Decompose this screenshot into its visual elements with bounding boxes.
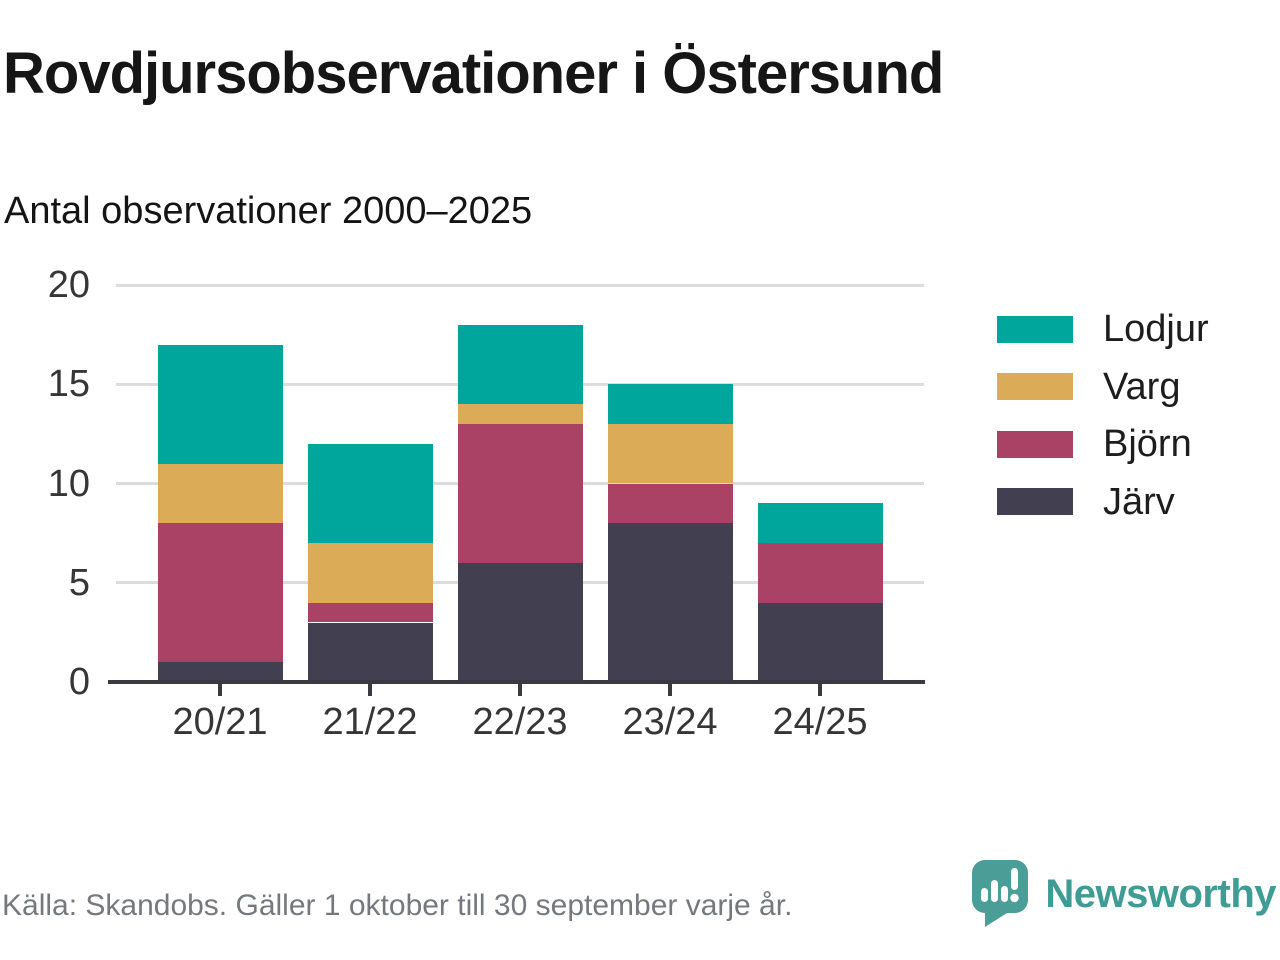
y-axis-tick-label: 20 [47, 264, 90, 306]
gridline [116, 283, 924, 287]
x-axis-tick [818, 682, 822, 696]
bar-segment-lodjur [607, 384, 733, 424]
bar-segment-jarv [307, 622, 433, 683]
bar-segment-lodjur [757, 503, 883, 544]
bar-segment-bjorn [157, 523, 283, 663]
x-axis-label: 24/25 [772, 701, 868, 743]
bar-segment-lodjur [157, 344, 283, 464]
bar-segment-bjorn [757, 543, 883, 603]
source-note: Källa: Skandobs. Gäller 1 oktober till 3… [2, 889, 793, 922]
legend-label: Varg [1103, 365, 1181, 408]
legend-item-jarv: Järv [997, 483, 1175, 521]
legend-item-varg: Varg [997, 368, 1180, 406]
x-axis-label: 21/22 [322, 701, 418, 743]
legend-label: Björn [1103, 423, 1192, 465]
y-axis-tick-label: 0 [68, 661, 90, 703]
bar-segment-jarv [757, 602, 883, 682]
x-axis-label: 23/24 [622, 701, 718, 743]
x-axis-tick [668, 682, 672, 696]
legend-swatch-bjorn [997, 430, 1073, 458]
bar-segment-lodjur [457, 324, 583, 405]
x-axis-line [108, 680, 925, 684]
newsworthy-logo-icon [972, 860, 1029, 927]
y-axis-tick-label: 5 [68, 561, 90, 604]
x-axis-tick [368, 682, 372, 696]
bar-segment-varg [607, 423, 733, 484]
legend-item-lodjur: Lodjur [997, 310, 1209, 348]
legend-swatch-lodjur [997, 315, 1073, 343]
x-axis-tick [218, 682, 222, 696]
bar-segment-bjorn [457, 423, 583, 563]
x-axis-tick [518, 682, 522, 696]
legend-label: Lodjur [1103, 308, 1209, 350]
bar-segment-jarv [607, 523, 733, 682]
bar-segment-jarv [457, 562, 583, 682]
y-axis-tick-label: 15 [47, 363, 90, 406]
brand-name: Newsworthy [1045, 872, 1276, 916]
legend-label: Järv [1103, 480, 1175, 523]
bar-segment-jarv [157, 662, 283, 682]
chart-subtitle: Antal observationer 2000–2025 [4, 190, 533, 232]
bar-segment-bjorn [607, 483, 733, 524]
legend-swatch-jarv [997, 488, 1073, 515]
brand-lockup: Newsworthy [972, 860, 1276, 928]
page-title: Rovdjursobservationer i Östersund [3, 41, 944, 106]
bar-segment-varg [457, 404, 583, 424]
bar-segment-bjorn [307, 602, 433, 623]
bar-segment-varg [157, 463, 283, 524]
legend-item-bjorn: Björn [997, 425, 1192, 463]
bar-segment-varg [307, 543, 433, 603]
x-axis-label: 22/23 [472, 701, 568, 743]
bar-segment-lodjur [307, 443, 433, 544]
y-axis-tick-label: 10 [47, 462, 90, 505]
legend-swatch-varg [997, 373, 1073, 400]
x-axis-label: 20/21 [172, 701, 268, 743]
